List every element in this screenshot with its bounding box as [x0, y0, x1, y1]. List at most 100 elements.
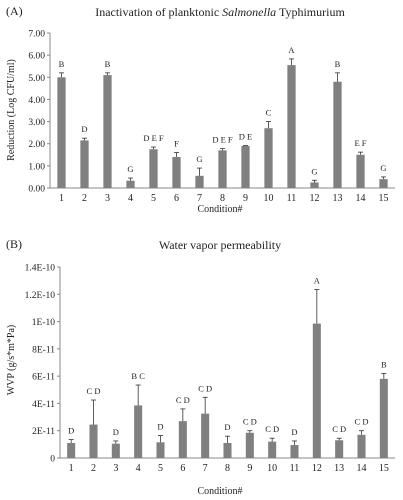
significance-letter: C D	[176, 395, 190, 405]
significance-letter: A	[314, 276, 321, 286]
y-tick-label: 7.00	[28, 30, 45, 40]
x-tick-label: 12	[310, 193, 320, 204]
significance-letter: B	[105, 59, 111, 69]
significance-letter: D	[81, 124, 87, 134]
panel-a-reduction-chart: (A) Inactivation of planktonic Salmonell…	[6, 4, 395, 215]
x-tick-label: 2	[82, 193, 87, 204]
x-tick-label: 5	[158, 463, 163, 474]
x-tick-label: 8	[220, 193, 225, 204]
title-part: Inactivation of planktonic	[95, 5, 222, 19]
x-tick-label: 13	[333, 193, 343, 204]
y-tick-label: 2.00	[28, 140, 45, 150]
bar	[310, 182, 319, 188]
bar	[290, 445, 299, 458]
bar	[335, 440, 344, 458]
y-tick-label: 0	[50, 455, 55, 465]
bar	[67, 442, 76, 458]
x-tick-label: 9	[243, 193, 248, 204]
x-tick-label: 4	[128, 193, 133, 204]
bar	[134, 405, 143, 458]
significance-letter: G	[380, 163, 386, 173]
panel-a-x-axis-label: Condition#	[197, 204, 242, 215]
bar	[245, 432, 254, 458]
y-tick-label: 6E-11	[32, 373, 55, 383]
bar	[312, 323, 321, 458]
x-tick-label: 6	[180, 463, 185, 474]
bar	[287, 65, 296, 188]
bar	[80, 140, 89, 188]
y-tick-label: 4.00	[28, 96, 45, 106]
significance-letter: F	[174, 139, 179, 149]
x-tick-label: 14	[357, 463, 367, 474]
y-tick-label: 1.2E-10	[25, 291, 56, 301]
y-tick-label: 0.00	[28, 185, 45, 195]
significance-letter: C	[266, 108, 272, 118]
y-tick-label: 3.00	[28, 118, 45, 128]
x-tick-label: 11	[290, 463, 300, 474]
significance-letter: C D	[243, 417, 257, 427]
panel-a-title: Inactivation of planktonic Salmonella Ty…	[95, 5, 345, 19]
bar	[111, 443, 120, 458]
significance-letter: D	[68, 426, 74, 436]
bar	[357, 434, 366, 458]
significance-letter: G	[127, 164, 133, 174]
x-tick-label: 6	[174, 193, 179, 204]
panel-b-y-axis-label: WVP (g/s*m*Pa)	[6, 325, 17, 395]
y-tick-label: 6.00	[28, 52, 45, 62]
bar	[268, 441, 277, 458]
bar	[223, 442, 232, 458]
bar	[241, 145, 250, 188]
x-tick-label: 9	[247, 463, 252, 474]
significance-letter: D	[291, 427, 297, 437]
significance-letter: C D	[87, 386, 101, 396]
bar	[333, 81, 342, 188]
bar	[264, 128, 273, 188]
x-tick-label: 15	[379, 193, 389, 204]
y-tick-label: 1E-10	[32, 318, 55, 328]
significance-letter: C D	[355, 417, 369, 427]
bar	[356, 154, 365, 188]
significance-letter: D	[157, 421, 163, 431]
x-tick-label: 1	[69, 463, 74, 474]
significance-letter: C D	[198, 383, 212, 393]
x-tick-label: 10	[264, 193, 274, 204]
y-tick-label: 1.4E-10	[25, 264, 56, 274]
panel-b-label: (B)	[6, 237, 22, 251]
x-tick-label: 8	[225, 463, 230, 474]
bar	[201, 413, 210, 458]
x-tick-label: 13	[334, 463, 344, 474]
x-tick-label: 1	[59, 193, 64, 204]
x-tick-label: 14	[356, 193, 366, 204]
significance-letter: D	[113, 427, 119, 437]
y-tick-label: 4E-11	[32, 400, 55, 410]
panel-a-label: (A)	[6, 4, 23, 18]
y-tick-label: 5.00	[28, 74, 45, 84]
significance-letter: B C	[131, 371, 145, 381]
bar	[195, 175, 204, 188]
significance-letter: A	[288, 45, 295, 55]
x-tick-label: 10	[267, 463, 277, 474]
bar	[172, 157, 181, 188]
significance-letter: G	[311, 166, 317, 176]
significance-letter: B	[381, 359, 387, 369]
x-tick-label: 5	[151, 193, 156, 204]
significance-letter: G	[196, 154, 202, 164]
bar	[156, 442, 165, 458]
x-tick-label: 7	[203, 463, 208, 474]
x-tick-label: 7	[197, 193, 202, 204]
significance-letter: B	[335, 59, 341, 69]
significance-letter: D E F	[212, 135, 233, 145]
significance-letter: C D	[332, 424, 346, 434]
y-tick-label: 1.00	[28, 162, 45, 172]
x-tick-label: 3	[113, 463, 118, 474]
panel-a-y-axis-label: Reduction (Log CFU/ml)	[6, 59, 17, 161]
panel-b-wvp-chart: (B) Water vapor permeability WVP (g/s*m*…	[6, 237, 395, 497]
x-tick-label: 12	[312, 463, 322, 474]
bar	[218, 150, 227, 188]
y-tick-label: 2E-11	[32, 427, 55, 437]
significance-letter: B	[59, 59, 65, 69]
x-tick-label: 3	[105, 193, 110, 204]
bar	[379, 179, 388, 188]
x-tick-label: 15	[379, 463, 389, 474]
